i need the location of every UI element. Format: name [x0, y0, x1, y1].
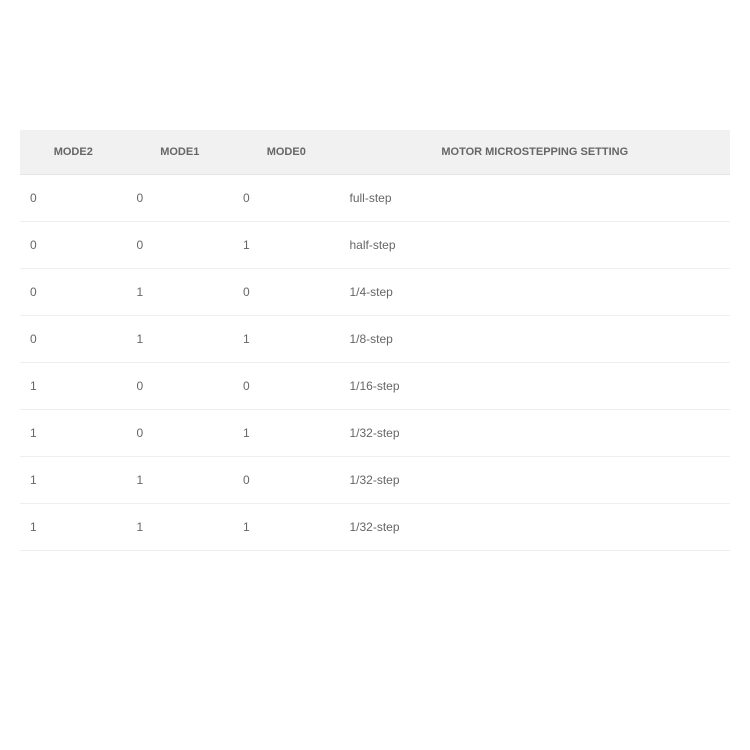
cell-mode1: 0	[127, 222, 234, 269]
cell-mode0: 0	[233, 363, 340, 410]
table-row: 1 0 0 1/16-step	[20, 363, 730, 410]
table-header-row: MODE2 MODE1 MODE0 MOTOR MICROSTEPPING SE…	[20, 130, 730, 175]
cell-mode1: 1	[127, 504, 234, 551]
cell-setting: 1/8-step	[340, 316, 731, 363]
cell-mode1: 1	[127, 269, 234, 316]
table-row: 0 0 0 full-step	[20, 175, 730, 222]
cell-mode1: 0	[127, 363, 234, 410]
cell-mode2: 1	[20, 410, 127, 457]
cell-mode2: 1	[20, 504, 127, 551]
cell-setting: 1/32-step	[340, 457, 731, 504]
table-row: 1 1 1 1/32-step	[20, 504, 730, 551]
cell-mode0: 0	[233, 175, 340, 222]
col-header-mode2: MODE2	[20, 130, 127, 175]
cell-mode0: 0	[233, 457, 340, 504]
table-row: 0 0 1 half-step	[20, 222, 730, 269]
col-header-mode0: MODE0	[233, 130, 340, 175]
col-header-setting: MOTOR MICROSTEPPING SETTING	[340, 130, 731, 175]
cell-setting: full-step	[340, 175, 731, 222]
microstepping-table: MODE2 MODE1 MODE0 MOTOR MICROSTEPPING SE…	[20, 130, 730, 551]
table-row: 0 1 0 1/4-step	[20, 269, 730, 316]
cell-mode1: 1	[127, 316, 234, 363]
cell-mode0: 0	[233, 269, 340, 316]
cell-mode1: 1	[127, 457, 234, 504]
cell-mode2: 0	[20, 175, 127, 222]
cell-mode0: 1	[233, 504, 340, 551]
cell-mode0: 1	[233, 222, 340, 269]
cell-setting: 1/16-step	[340, 363, 731, 410]
cell-mode1: 0	[127, 175, 234, 222]
cell-mode2: 0	[20, 316, 127, 363]
cell-mode2: 1	[20, 457, 127, 504]
cell-mode0: 1	[233, 410, 340, 457]
table-row: 0 1 1 1/8-step	[20, 316, 730, 363]
cell-setting: 1/4-step	[340, 269, 731, 316]
cell-mode0: 1	[233, 316, 340, 363]
cell-mode1: 0	[127, 410, 234, 457]
cell-mode2: 1	[20, 363, 127, 410]
col-header-mode1: MODE1	[127, 130, 234, 175]
cell-setting: 1/32-step	[340, 504, 731, 551]
table-row: 1 0 1 1/32-step	[20, 410, 730, 457]
table-row: 1 1 0 1/32-step	[20, 457, 730, 504]
cell-mode2: 0	[20, 269, 127, 316]
cell-mode2: 0	[20, 222, 127, 269]
cell-setting: 1/32-step	[340, 410, 731, 457]
cell-setting: half-step	[340, 222, 731, 269]
